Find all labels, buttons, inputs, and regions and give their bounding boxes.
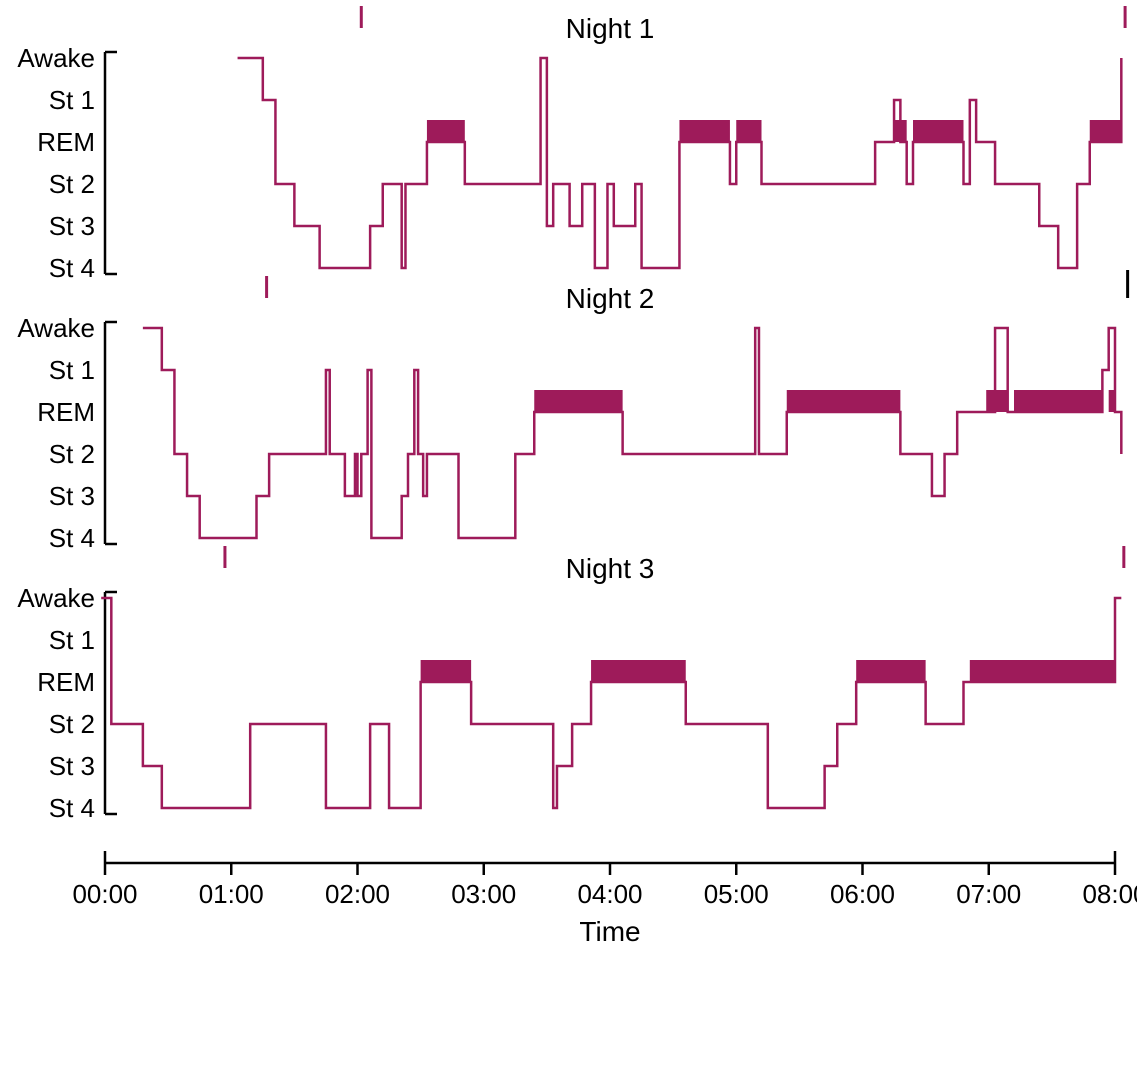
- rem-bar: [986, 390, 1007, 412]
- rem-bar: [913, 120, 964, 142]
- y-axis-label: Awake: [17, 43, 95, 73]
- rem-bar: [421, 660, 472, 682]
- y-axis-label: REM: [37, 667, 95, 697]
- rem-bar: [1090, 120, 1122, 142]
- y-axis-label: St 4: [49, 793, 95, 823]
- rem-bar: [1014, 390, 1102, 412]
- x-axis-tick-label: 05:00: [704, 879, 769, 909]
- y-axis-label: St 3: [49, 751, 95, 781]
- x-axis-label: Time: [579, 916, 640, 947]
- y-axis-label: St 1: [49, 625, 95, 655]
- y-axis-label: St 3: [49, 481, 95, 511]
- rem-bar: [534, 390, 622, 412]
- y-axis-label: REM: [37, 127, 95, 157]
- panel-title: Night 1: [566, 13, 655, 44]
- y-axis-label: St 2: [49, 439, 95, 469]
- x-axis-tick-label: 04:00: [577, 879, 642, 909]
- rem-bar: [894, 120, 907, 142]
- panel-title: Night 3: [566, 553, 655, 584]
- y-axis-label: St 4: [49, 523, 95, 553]
- x-axis-tick-label: 02:00: [325, 879, 390, 909]
- y-axis-label: Awake: [17, 583, 95, 613]
- rem-bar: [787, 390, 901, 412]
- rem-bar: [679, 120, 730, 142]
- x-axis-tick-label: 06:00: [830, 879, 895, 909]
- y-axis-label: St 1: [49, 355, 95, 385]
- y-axis-label: REM: [37, 397, 95, 427]
- y-axis-label: St 2: [49, 169, 95, 199]
- hypnogram-chart: Awake St 1 REM St 2 St 3 St 4 Night 1 Awake St 1…: [0, 0, 1137, 1066]
- panel-title: Night 2: [566, 283, 655, 314]
- x-axis-tick-label: 01:00: [199, 879, 264, 909]
- rem-bar: [591, 660, 686, 682]
- rem-bar: [427, 120, 465, 142]
- y-axis-label: St 3: [49, 211, 95, 241]
- x-axis-tick-label: 03:00: [451, 879, 516, 909]
- hypnogram-svg: Awake St 1 REM St 2 St 3 St 4 Night 1 Awake St 1…: [0, 0, 1137, 1066]
- x-axis-tick-label: 07:00: [956, 879, 1021, 909]
- rem-bar: [1109, 390, 1115, 412]
- x-axis-tick-label: 00:00: [72, 879, 137, 909]
- y-axis-label: St 4: [49, 253, 95, 283]
- y-axis-label: Awake: [17, 313, 95, 343]
- rem-bar: [736, 120, 761, 142]
- rem-bar: [970, 660, 1115, 682]
- x-axis-tick-label: 08:00: [1082, 879, 1137, 909]
- y-axis-label: St 2: [49, 709, 95, 739]
- rem-bar: [856, 660, 925, 682]
- y-axis-label: St 1: [49, 85, 95, 115]
